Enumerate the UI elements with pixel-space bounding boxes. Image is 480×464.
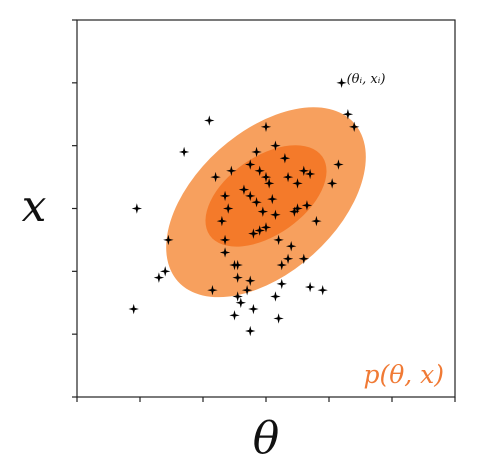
sample-point [245,190,256,202]
distribution-label: p(θ, x) [363,360,444,389]
sample-point [260,121,272,133]
sample-point [204,115,215,126]
sample-point [326,178,338,189]
sample-point [276,259,287,271]
sample-point [298,253,309,264]
sample-point-label: (θᵢ, xᵢ) [347,72,386,87]
sample-point [273,313,284,324]
sample-point [241,284,253,296]
sample-point [273,234,284,246]
sample-point [270,291,281,302]
sample-point [251,146,262,158]
sample-point [301,200,313,211]
sample-point [263,178,275,189]
sample-point [245,275,256,286]
sample-point [304,281,316,293]
sample-point [286,241,297,252]
sample-point [178,146,190,158]
sample-point [219,190,231,202]
sample-point [226,165,237,176]
sample-point [210,171,221,183]
sample-point [292,178,303,189]
sample-point [270,209,281,220]
sample-point [282,253,294,264]
sample-point [160,266,171,277]
sample-point [336,77,347,89]
sample-point [257,206,269,217]
sample-point [270,140,281,151]
sample-point [131,203,143,214]
sample-point [238,184,250,195]
sample-point [292,203,303,214]
contour-layer [166,107,366,298]
sample-point [254,165,265,176]
sample-point [282,171,294,183]
sample-point [153,272,165,283]
sample-point [333,159,344,170]
sample-point [289,206,300,217]
sample-point [248,228,259,239]
sample-point [254,225,265,236]
sample-point [251,197,262,208]
sample-point [232,272,243,283]
sample-point [342,109,354,120]
sample-point [311,215,322,227]
sample-point [248,303,259,315]
sample-point [245,325,256,337]
sample-point [279,153,291,164]
sample-point [267,193,278,205]
sample-point [232,291,243,302]
sample-point [304,168,316,180]
sample-point [229,259,240,271]
sample-point [235,297,246,308]
sample-point [223,203,234,214]
sample-point [216,215,228,227]
sample-point [298,165,309,176]
sample-point [219,247,231,258]
sample-point [128,303,139,315]
sample-point [317,284,328,296]
sample-point [245,159,256,170]
sample-point [260,171,272,183]
x-axis-label: θ [253,413,280,464]
sample-point [349,121,360,133]
sample-point [229,310,240,321]
sample-point [219,234,231,246]
y-axis-label: x [22,181,47,232]
sample-point [260,222,272,233]
sample-points-layer [128,77,360,337]
sample-point [163,234,174,246]
sample-point [276,278,287,290]
axis-ticks [72,19,456,402]
sample-point [207,284,218,296]
